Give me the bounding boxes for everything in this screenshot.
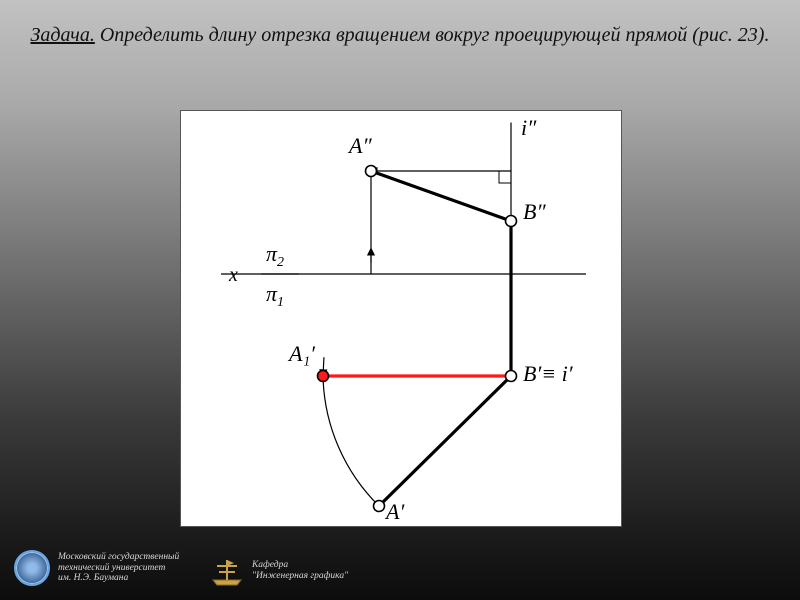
- svg-text:A′: A′: [384, 499, 405, 524]
- svg-text:B′≡ i′: B′≡ i′: [523, 361, 574, 386]
- org-bauman: Московский государственный технический у…: [14, 550, 179, 586]
- org-bauman-text: Московский государственный технический у…: [58, 552, 179, 585]
- slide-title: Задача. Определить длину отрезка вращени…: [0, 22, 800, 49]
- ship-icon: [210, 556, 244, 586]
- svg-text:π2: π2: [266, 241, 284, 270]
- svg-text:B″: B″: [523, 199, 546, 224]
- svg-text:i″: i″: [521, 115, 537, 140]
- title-prefix: Задача.: [31, 24, 95, 46]
- title-rest: Определить длину отрезка вращением вокру…: [95, 24, 770, 46]
- svg-text:A″: A″: [347, 133, 372, 158]
- slide: Задача. Определить длину отрезка вращени…: [0, 0, 800, 600]
- org-dept: Кафедра "Инженерная графика": [210, 556, 348, 586]
- diagram-figure: x π2 π1 A″ B″ B′≡ i′ A′ A₁′ i″: [180, 110, 622, 527]
- svg-text:π1: π1: [266, 281, 284, 310]
- footer: Московский государственный технический у…: [0, 542, 800, 590]
- diagram-svg: x π2 π1 A″ B″ B′≡ i′ A′ A₁′ i″: [181, 111, 621, 526]
- svg-text:A₁′: A₁′: [287, 341, 316, 366]
- seal-icon: [14, 550, 50, 586]
- svg-text:x: x: [228, 264, 238, 286]
- org-dept-text: Кафедра "Инженерная графика": [252, 560, 348, 582]
